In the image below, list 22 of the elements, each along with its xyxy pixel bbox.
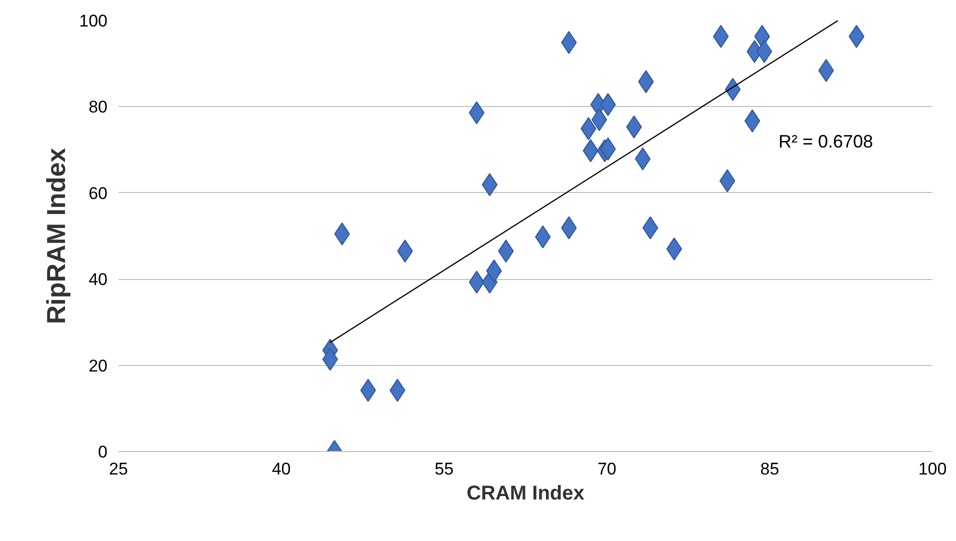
y-tick-label: 0 — [98, 442, 108, 462]
point — [724, 78, 741, 101]
y-tick-label: 60 — [88, 184, 108, 203]
x-tick-label: 85 — [760, 460, 780, 478]
y-axis-title: RipRAM Index — [41, 147, 72, 324]
y-tick-label: 100 — [79, 12, 108, 30]
point — [756, 40, 772, 64]
y-tick-label: 20 — [88, 356, 108, 376]
x-tick-label: 55 — [434, 460, 454, 478]
annotation: R² = 0.6708 — [778, 132, 874, 152]
x-tick-label: 40 — [272, 460, 291, 478]
point — [482, 173, 498, 196]
x-axis-title: CRAM Index — [466, 482, 584, 504]
y-tick-label: 40 — [88, 270, 108, 290]
point — [642, 216, 658, 240]
x-tick-label: 70 — [597, 460, 616, 478]
point — [591, 108, 608, 132]
y-tick-label: 80 — [88, 98, 108, 117]
x-tick-label: 100 — [918, 460, 947, 478]
x-tick-label: 25 — [109, 460, 128, 478]
point — [634, 147, 651, 170]
point — [666, 237, 682, 260]
